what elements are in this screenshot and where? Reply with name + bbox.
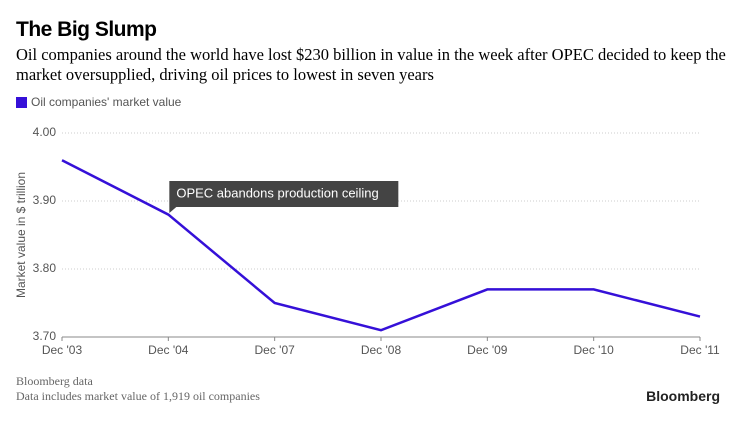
y-tick-label: 3.90 [33, 193, 57, 207]
x-tick-label: Dec '07 [255, 343, 296, 357]
x-tick-label: Dec '03 [42, 343, 83, 357]
footer-note: Data includes market value of 1,919 oil … [16, 389, 260, 403]
subtitle: Oil companies around the world have lost… [16, 45, 726, 84]
title: The Big Slump [16, 18, 157, 41]
x-tick-label: Dec '11 [680, 343, 720, 357]
annotation-pointer [169, 207, 177, 213]
y-axis-label: Market value in $ trillion [14, 172, 28, 298]
x-tick-label: Dec '09 [467, 343, 508, 357]
footer-note: Bloomberg data [16, 374, 93, 388]
y-tick-label: 4.00 [33, 125, 57, 139]
annotation-box [169, 181, 399, 207]
x-tick-label: Dec '10 [574, 343, 615, 357]
annotation-text: OPEC abandons production ceiling [176, 185, 378, 200]
x-tick-label: Dec '08 [361, 343, 402, 357]
y-tick-label: 3.80 [33, 261, 57, 275]
source-logo: Bloomberg [646, 388, 720, 404]
legend: Oil companies' market value [16, 95, 181, 109]
legend-swatch [16, 96, 27, 108]
legend-label: Oil companies' market value [31, 95, 182, 109]
data-line [61, 159, 701, 332]
x-tick-label: Dec '04 [148, 343, 189, 357]
y-tick-label: 3.70 [33, 329, 57, 343]
